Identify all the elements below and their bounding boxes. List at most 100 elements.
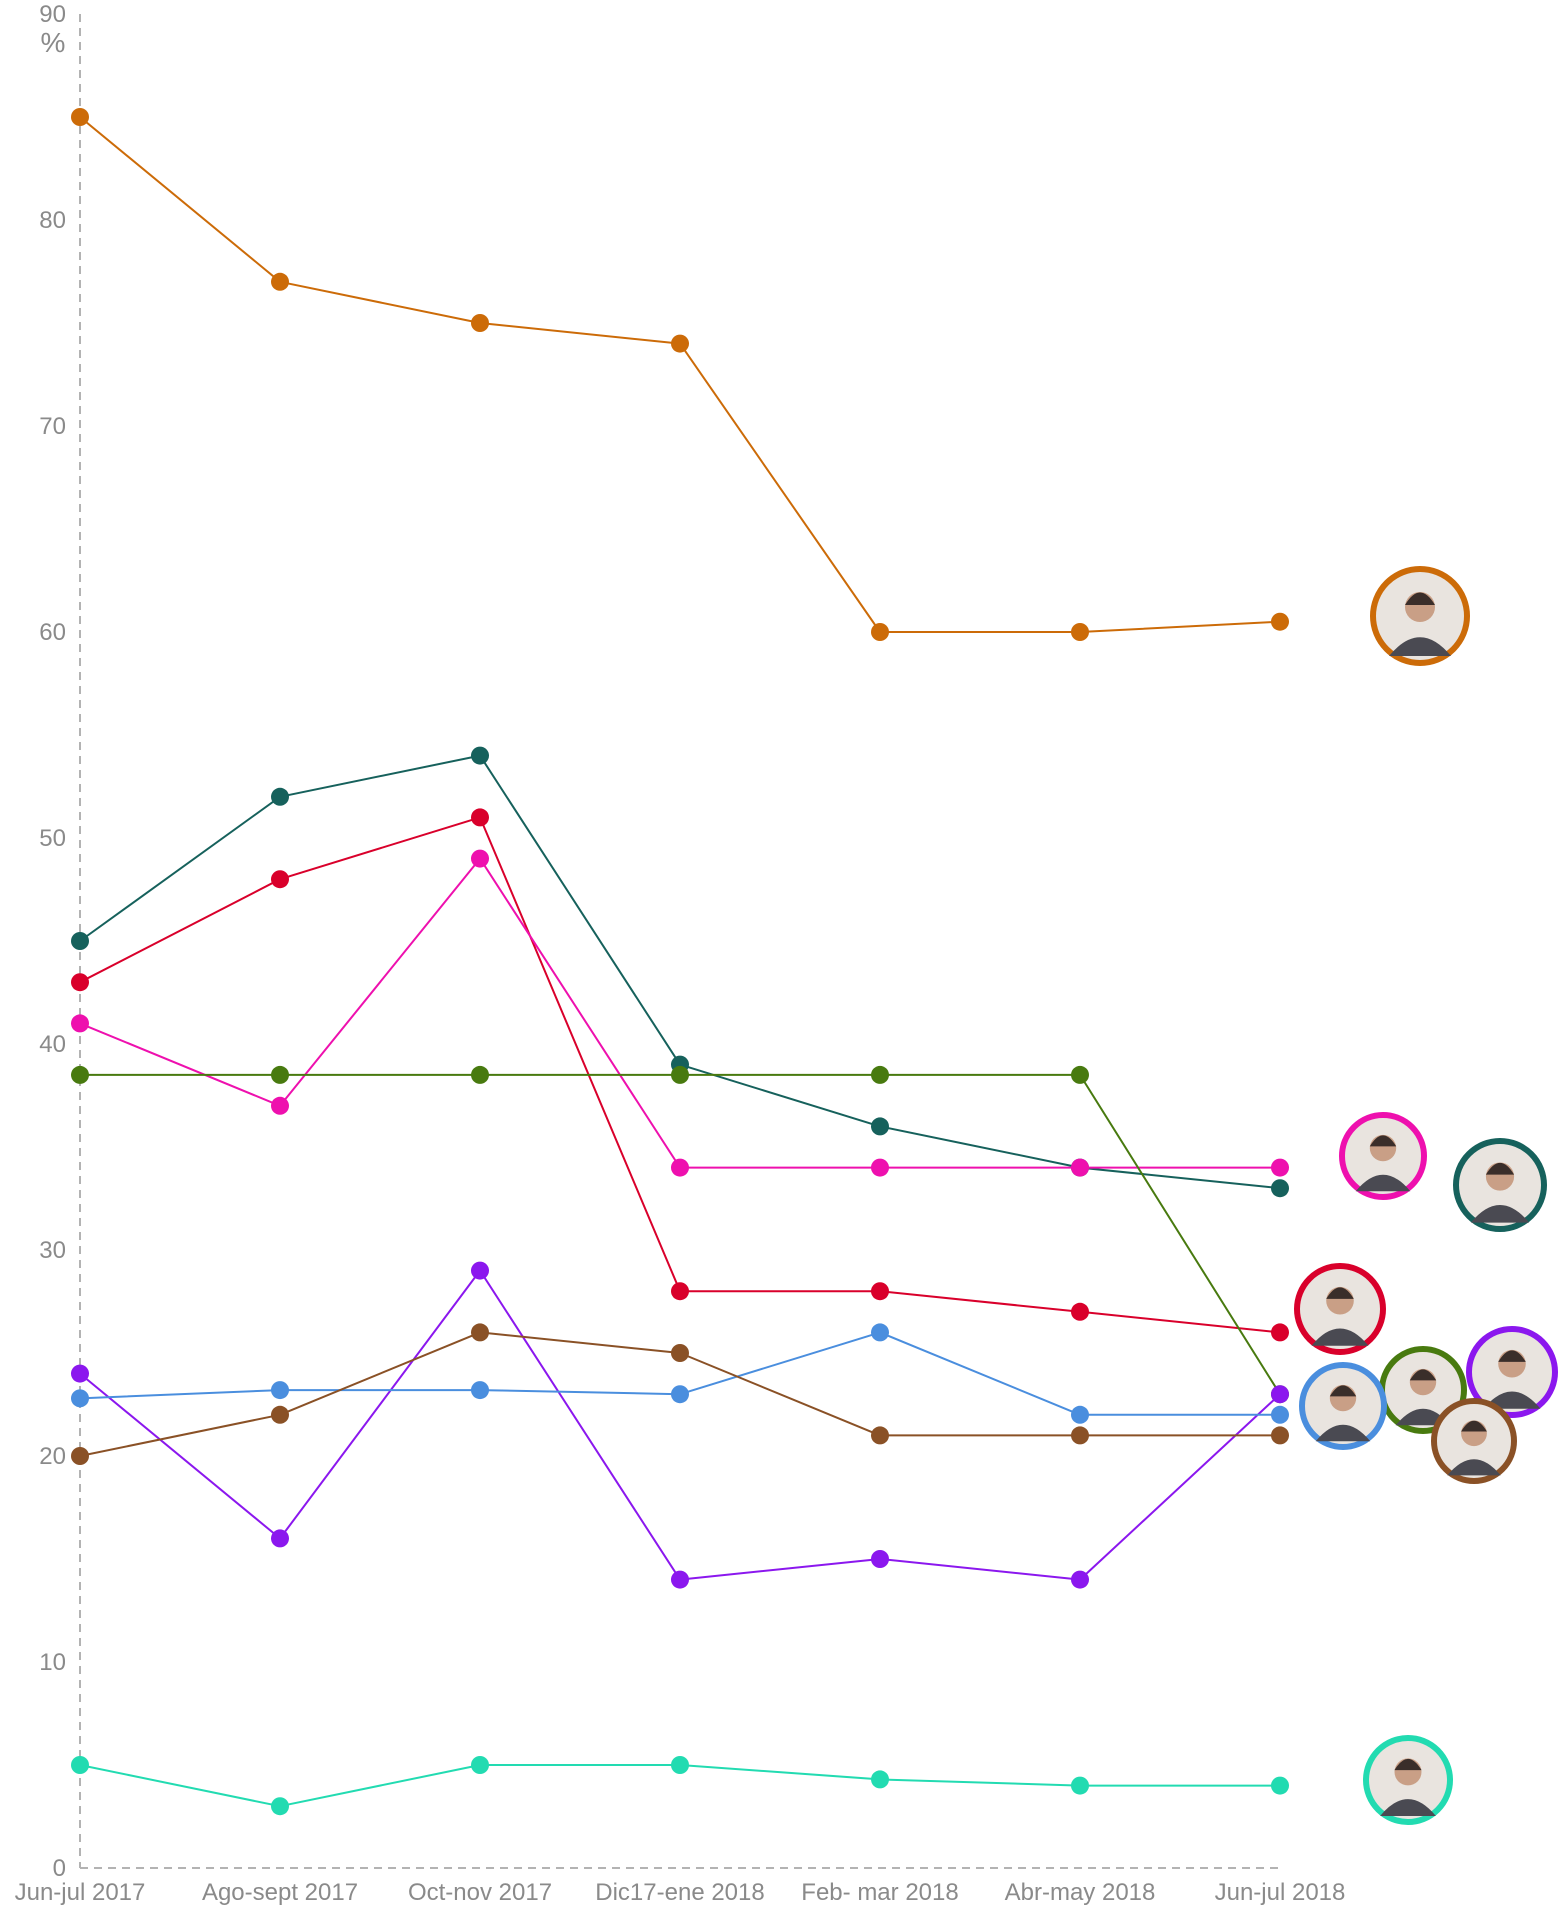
data-point — [871, 1117, 889, 1136]
portrait-icon — [1370, 566, 1470, 666]
data-point — [671, 1570, 689, 1589]
data-point — [1071, 1302, 1089, 1321]
x-tick-label: Abr-may 2018 — [1005, 1879, 1156, 1906]
series-4 — [71, 849, 1289, 1177]
x-tick-label: Feb- mar 2018 — [801, 1879, 958, 1906]
portrait-icon — [1431, 1398, 1517, 1484]
data-point — [271, 272, 289, 291]
data-point — [271, 870, 289, 889]
data-point — [471, 746, 489, 765]
data-point — [1271, 1405, 1289, 1424]
data-point — [71, 1389, 89, 1408]
series-layer — [71, 108, 1289, 1816]
data-point — [271, 1096, 289, 1115]
data-point — [71, 108, 89, 126]
data-point — [1071, 1158, 1089, 1177]
data-point — [671, 334, 689, 353]
x-tick-label: Jun-jul 2018 — [1215, 1879, 1346, 1906]
portrait-badges — [1294, 566, 1558, 1825]
data-point — [271, 1797, 289, 1816]
data-point — [671, 1065, 689, 1084]
data-point — [271, 1381, 289, 1400]
series-8 — [71, 1323, 1289, 1465]
portrait-icon — [1299, 1362, 1387, 1450]
y-tick-label: 70 — [39, 413, 66, 440]
data-point — [871, 1323, 889, 1342]
portrait-icon — [1466, 1326, 1558, 1418]
data-point — [671, 1282, 689, 1301]
y-tick-label: 50 — [39, 825, 66, 852]
data-point — [1071, 1776, 1089, 1795]
y-tick-label: 30 — [39, 1237, 66, 1264]
x-tick-label: Oct-nov 2017 — [408, 1879, 552, 1906]
y-tick-label: 60 — [39, 619, 66, 646]
data-point — [1271, 1323, 1289, 1342]
series-2 — [71, 746, 1289, 1198]
data-point — [671, 1756, 689, 1774]
series-line — [79, 754, 1281, 1190]
y-axis-unit: % — [41, 27, 66, 58]
data-point — [671, 1385, 689, 1404]
data-point — [1271, 1426, 1289, 1445]
portrait-icon — [1453, 1138, 1547, 1232]
data-point — [1271, 1158, 1289, 1177]
data-point — [71, 1065, 89, 1084]
x-tick-label: Ago-sept 2017 — [202, 1879, 358, 1906]
data-point — [71, 973, 89, 992]
data-point — [1271, 1776, 1289, 1795]
data-point — [1071, 1570, 1089, 1589]
data-point — [671, 1158, 689, 1177]
x-tick-labels: Jun-jul 2017 Ago-sept 2017 Oct-nov 2017 Dic… — [15, 1879, 1346, 1906]
data-point — [471, 1065, 489, 1084]
data-point — [471, 849, 489, 868]
series-line — [79, 857, 1280, 1169]
y-tick-labels: 0 10 20 30 40 50 60 70 80 90 — [39, 1, 66, 1882]
data-point — [71, 1756, 89, 1774]
data-point — [1271, 612, 1289, 631]
data-point — [871, 1158, 889, 1177]
series-line — [79, 1269, 1281, 1581]
data-point — [71, 1364, 89, 1383]
series-7 — [71, 1323, 1289, 1424]
y-tick-label: 0 — [53, 1855, 66, 1882]
data-point — [1271, 1179, 1289, 1198]
data-point — [471, 314, 489, 332]
series-9 — [71, 1756, 1289, 1816]
data-point — [1071, 1426, 1089, 1445]
data-point — [1271, 1385, 1289, 1404]
x-tick-label: Dic17-ene 2018 — [595, 1879, 764, 1906]
data-point — [71, 1014, 89, 1033]
data-point — [471, 1323, 489, 1342]
data-point — [471, 1261, 489, 1280]
data-point — [471, 1756, 489, 1774]
x-tick-label: Jun-jul 2017 — [15, 1879, 146, 1906]
portrait-icon — [1339, 1112, 1427, 1200]
y-tick-label: 80 — [39, 207, 66, 234]
series-6 — [71, 1261, 1289, 1589]
data-point — [671, 1344, 689, 1362]
portrait-icon — [1294, 1263, 1386, 1355]
series-1 — [71, 108, 1289, 641]
data-point — [1071, 1065, 1089, 1084]
y-tick-label: 90 — [39, 1, 66, 28]
data-point — [71, 932, 89, 950]
y-tick-label: 10 — [39, 1649, 66, 1676]
data-point — [271, 1405, 289, 1424]
data-point — [1071, 1405, 1089, 1424]
data-point — [271, 787, 289, 806]
series-line — [79, 116, 1281, 633]
data-point — [871, 1065, 889, 1084]
data-point — [271, 1065, 289, 1084]
y-tick-label: 20 — [39, 1443, 66, 1470]
data-point — [871, 1282, 889, 1301]
data-point — [871, 623, 889, 641]
y-tick-label: 40 — [39, 1031, 66, 1058]
data-point — [471, 1381, 489, 1400]
data-point — [71, 1447, 89, 1465]
data-point — [871, 1550, 889, 1568]
data-point — [1071, 623, 1089, 641]
data-point — [871, 1426, 889, 1445]
portrait-icon — [1363, 1735, 1453, 1825]
data-point — [871, 1770, 889, 1789]
data-point — [271, 1529, 289, 1548]
